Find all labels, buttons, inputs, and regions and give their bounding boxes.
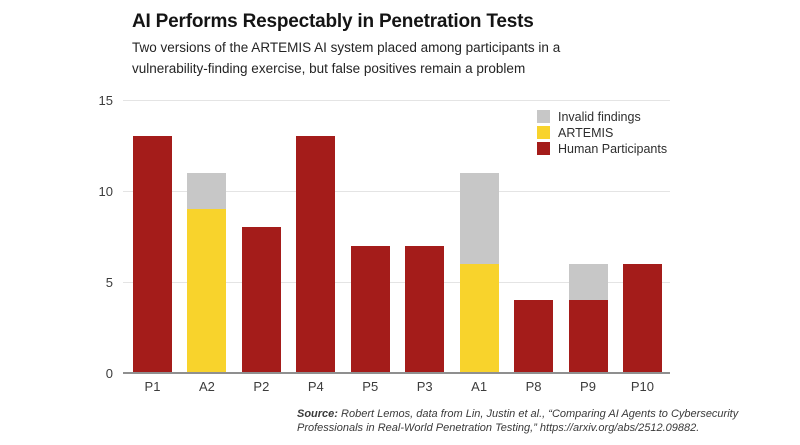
chart-title: AI Performs Respectably in Penetration T… — [132, 11, 534, 32]
bar-p9-human-participants-segment — [568, 300, 608, 373]
bar-a1-artemis-segment — [459, 263, 499, 373]
legend-label-human-participants: Human Participants — [558, 141, 668, 156]
bar-p3-human-participants-segment — [405, 245, 445, 373]
legend: Invalid findings ARTEMIS Human Participant… — [537, 110, 667, 158]
x-tick-label-a1: A1 — [471, 379, 488, 394]
bar-p4 — [296, 136, 336, 373]
x-tick-label-p8: P8 — [525, 379, 542, 394]
x-tick-label-p9: P9 — [580, 379, 596, 394]
bar-p2-human-participants-segment — [241, 227, 281, 373]
y-tick-label-0: 0 — [105, 365, 113, 381]
bar-a2 — [187, 172, 227, 373]
chart-subtitle-line1: Two versions of the ARTEMIS AI system pl… — [132, 40, 561, 55]
x-tick-label-p10: P10 — [630, 379, 654, 394]
x-axis-labels: P1 A2 P2 P4 P5 P3 A1 P8 P9 P10 — [123, 379, 670, 394]
x-tick-label-a2: A2 — [198, 379, 215, 394]
bar-p10-human-participants-segment — [622, 263, 662, 373]
plot-area — [123, 100, 670, 374]
bar-p5 — [350, 245, 390, 373]
bar-p3 — [405, 245, 445, 373]
bar-p9 — [568, 263, 608, 373]
bar-p4-human-participants-segment — [296, 136, 336, 373]
gridline-5 — [123, 282, 670, 283]
y-tick-label-15: 15 — [98, 92, 113, 108]
bars — [123, 100, 670, 373]
x-tick-label-p3: P3 — [416, 379, 433, 394]
bar-p1-human-participants-segment — [133, 136, 172, 373]
y-axis: 0 5 10 15 — [0, 93, 113, 381]
bar-p8 — [514, 300, 554, 373]
legend-swatch-human-participants — [537, 142, 550, 155]
bar-a2-artemis-segment — [187, 209, 227, 373]
legend-item-artemis: ARTEMIS — [537, 125, 667, 140]
source-note: Source: Robert Lemos, data from Lin, Jus… — [297, 408, 797, 435]
chart-subtitle-line2: vulnerability-finding exercise, but fals… — [132, 60, 526, 76]
source-line2: Professionals in Real-World Penetration … — [297, 421, 700, 434]
gridline-10 — [123, 191, 670, 192]
bar-a1-invalid-findings-segment — [459, 172, 499, 264]
bar-p9-invalid-findings-segment — [568, 263, 608, 301]
bar-a1 — [459, 172, 499, 373]
source-line1: Robert Lemos, data from Lin, Justin et a… — [337, 408, 739, 420]
x-tick-label-p4: P4 — [307, 379, 324, 394]
x-tick-label-p5: P5 — [362, 379, 379, 394]
bar-p5-human-participants-segment — [350, 245, 390, 373]
bar-p2 — [241, 227, 281, 373]
legend-label-invalid-findings: Invalid findings — [558, 109, 641, 124]
gridline-15 — [123, 100, 670, 101]
y-tick-label-5: 5 — [105, 274, 113, 290]
bar-p1 — [133, 136, 172, 373]
legend-label-artemis: ARTEMIS — [558, 125, 614, 140]
x-tick-label-p2: P2 — [253, 379, 270, 394]
x-tick-label-p1: P1 — [144, 379, 161, 394]
legend-swatch-artemis — [537, 126, 550, 139]
chart-subtitle: Two versions of the ARTEMIS AI system pl… — [132, 38, 560, 79]
bar-p10 — [622, 263, 662, 373]
legend-swatch-invalid-findings — [537, 110, 550, 123]
y-tick-label-10: 10 — [98, 183, 113, 199]
bar-p8-human-participants-segment — [514, 300, 554, 373]
x-axis-line — [123, 372, 670, 374]
legend-item-invalid-findings: Invalid findings — [537, 109, 667, 124]
source-prefix: Source: — [297, 408, 338, 420]
bar-a2-invalid-findings-segment — [187, 172, 227, 210]
legend-item-human-participants: Human Participants — [537, 141, 668, 156]
